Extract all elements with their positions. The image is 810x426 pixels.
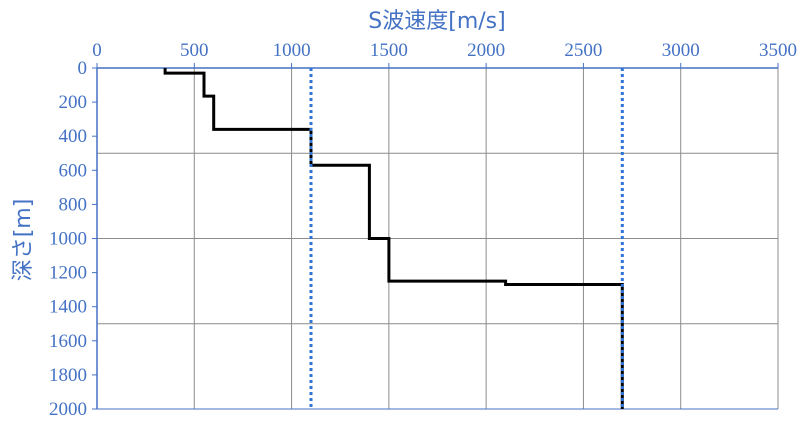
y-axis-title: 深さ[m] <box>11 199 36 282</box>
velocity-profile-line <box>163 68 624 409</box>
y-tick-label: 1000 <box>49 229 87 250</box>
x-tick-label: 2500 <box>564 40 602 61</box>
y-tick-label: 0 <box>78 58 88 79</box>
y-tick-label: 600 <box>59 160 88 181</box>
y-tick-label: 200 <box>59 92 88 113</box>
x-tick-label: 1500 <box>370 40 408 61</box>
y-tick-label: 1200 <box>49 263 87 284</box>
y-tick-label: 1600 <box>49 331 87 352</box>
x-tick-label: 0 <box>92 40 102 61</box>
y-tick-label: 1800 <box>49 365 87 386</box>
y-tick-labels: 0 200 400 600 800 1000 1200 1400 1600 1800 2000 <box>49 58 87 420</box>
y-tick-label: 1400 <box>49 297 87 318</box>
x-axis-title: S波速度[m/s] <box>368 9 505 34</box>
y-tick-label: 800 <box>59 194 88 215</box>
x-tick-labels: 0 500 1000 1500 2000 2500 3000 3500 <box>92 40 797 61</box>
x-tick-label: 500 <box>180 40 209 61</box>
x-tick-label: 2000 <box>467 40 505 61</box>
y-tick-label: 400 <box>59 126 88 147</box>
series-group <box>163 68 624 409</box>
grid-lines <box>97 68 779 409</box>
x-tick-label: 1000 <box>273 40 311 61</box>
x-tick-label: 3000 <box>662 40 700 61</box>
y-tick-label: 2000 <box>49 399 87 420</box>
axes <box>92 63 779 410</box>
x-tick-label: 3500 <box>759 40 797 61</box>
